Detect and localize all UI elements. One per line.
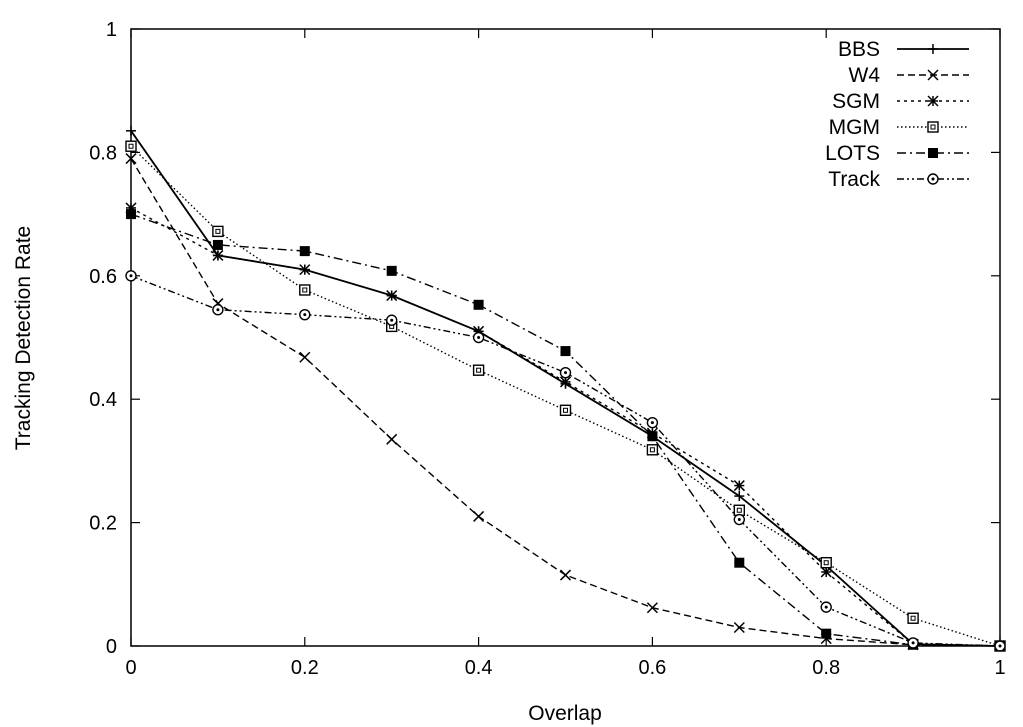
data-point — [473, 510, 485, 522]
series-line-mgm — [130, 145, 1001, 647]
legend-label: BBS — [838, 38, 880, 61]
legend-marker — [927, 95, 939, 107]
legend-label: LOTS — [825, 142, 880, 165]
series-line-sgm — [130, 207, 1001, 647]
data-point — [299, 246, 310, 257]
series-line-lots — [130, 213, 1001, 647]
series-bbs — [126, 125, 1005, 651]
data-point — [647, 431, 658, 442]
legend-marker — [928, 148, 938, 158]
legend-marker — [927, 121, 939, 133]
x-tick-labels: 0 0.2 0.4 0.6 0.8 1 — [125, 657, 1005, 679]
data-point — [646, 602, 658, 614]
data-point — [733, 480, 745, 492]
series-line-track — [130, 275, 1001, 647]
data-point — [994, 640, 1006, 652]
axis-ticks — [130, 28, 1001, 647]
data-point — [473, 299, 484, 310]
data-point — [472, 364, 485, 376]
y-tick-label: 0.8 — [89, 142, 117, 164]
x-tick-label: 0 — [125, 657, 136, 679]
data-point — [386, 314, 398, 326]
data-point — [734, 557, 745, 568]
x-axis-label: Overlap — [528, 702, 602, 725]
data-point — [299, 264, 311, 276]
y-tick-labels: 0 0.2 0.4 0.6 0.8 1 — [89, 19, 117, 658]
data-point — [386, 290, 398, 302]
data-point — [559, 569, 572, 581]
data-point — [559, 376, 572, 388]
x-tick-label: 0.2 — [291, 657, 319, 679]
x-tick-label: 0.8 — [812, 657, 840, 679]
x-tick-label: 0.6 — [638, 657, 666, 679]
y-tick-label: 0.6 — [89, 266, 117, 288]
data-point — [559, 366, 572, 379]
legend-marker — [927, 69, 939, 81]
data-point — [560, 346, 571, 357]
data-point — [820, 601, 832, 613]
data-point — [299, 308, 311, 321]
data-point — [733, 621, 745, 634]
x-tick-label: 0.4 — [465, 657, 493, 679]
series-w4 — [125, 153, 1006, 652]
legend-label: W4 — [849, 64, 881, 87]
series-line-w4 — [130, 158, 1001, 647]
series-mgm — [125, 140, 1006, 652]
data-point — [126, 125, 136, 136]
legend-label: SGM — [832, 90, 880, 113]
series-sgm — [125, 202, 1006, 652]
legend-label: MGM — [829, 116, 880, 139]
y-tick-label: 1 — [106, 19, 117, 41]
data-point — [125, 153, 137, 165]
data-point — [734, 491, 745, 502]
y-tick-label: 0 — [106, 636, 117, 658]
data-point — [299, 284, 311, 296]
y-tick-label: 0.2 — [89, 513, 117, 535]
data-point — [386, 265, 397, 276]
y-axis-label: Tracking Detection Rate — [12, 226, 35, 451]
series-layer — [125, 125, 1006, 652]
data-point — [820, 566, 832, 578]
data-point — [472, 331, 485, 344]
data-point — [212, 249, 224, 261]
data-point — [386, 433, 398, 445]
x-tick-label: 1 — [994, 657, 1005, 679]
series-lots — [126, 209, 1005, 651]
data-point — [126, 209, 136, 220]
legend: BBS W4 SGM MGM LOTS Track — [825, 38, 969, 191]
data-point — [212, 225, 224, 238]
data-point — [125, 270, 137, 282]
legend-marker — [928, 44, 938, 54]
data-point — [212, 239, 223, 250]
data-point — [733, 513, 745, 526]
data-point — [907, 612, 919, 624]
data-point — [559, 404, 572, 417]
series-track — [125, 270, 1006, 652]
data-point — [820, 557, 832, 569]
data-point — [733, 504, 745, 516]
data-point — [646, 444, 659, 456]
data-point — [821, 628, 832, 639]
data-point — [907, 637, 919, 649]
data-point — [299, 351, 311, 363]
data-point — [212, 304, 224, 316]
data-point — [646, 416, 659, 429]
plot-frame — [130, 28, 1001, 647]
legend-label: Track — [828, 168, 880, 191]
data-point — [125, 140, 137, 152]
legend-marker — [927, 173, 939, 185]
y-tick-label: 0.4 — [89, 389, 117, 411]
